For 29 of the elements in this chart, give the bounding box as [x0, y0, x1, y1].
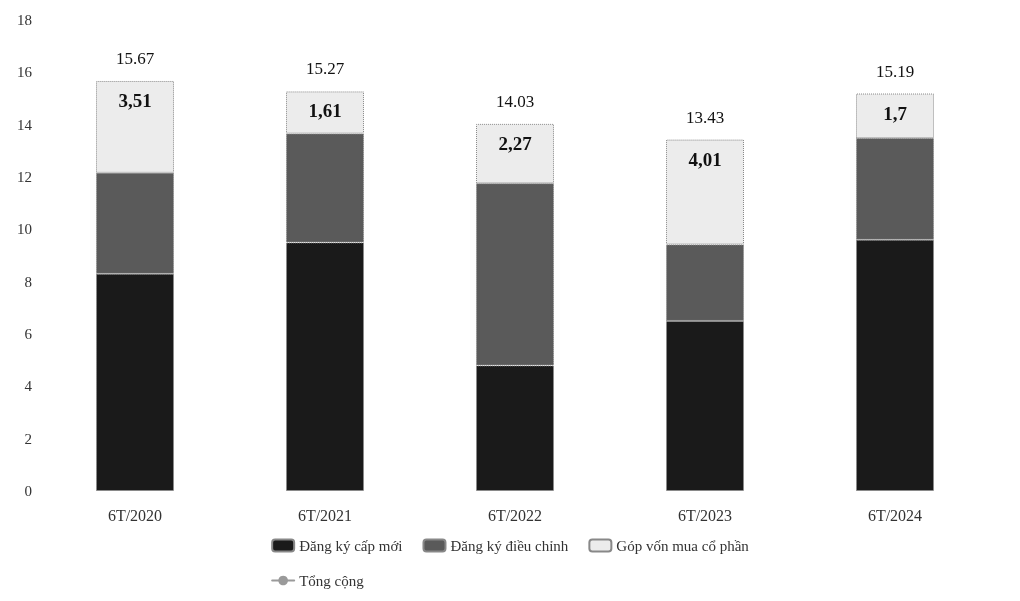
data-label: 2,27: [498, 132, 533, 154]
y-tick-label: 0: [24, 483, 32, 499]
data-label: 3,51: [118, 89, 152, 111]
y-tick-label: 4: [24, 378, 33, 395]
data-label: 1,61: [308, 100, 342, 122]
x-tick-label: 6T/2023: [677, 506, 733, 524]
y-tick-label: 18: [17, 12, 32, 28]
total-label: 15.27: [305, 59, 345, 79]
y-tick-label: 10: [17, 221, 32, 238]
x-tick-label: 6T/2021: [297, 506, 353, 524]
y-tick-label: 2: [24, 430, 32, 447]
y-tick-label: 6: [24, 326, 33, 342]
legend-label: Đăng ký cấp mới: [299, 537, 403, 554]
legend-label: Góp vốn mua cổ phần: [616, 537, 750, 554]
y-tick-label: 12: [17, 169, 32, 185]
x-tick-label: 6T/2022: [487, 506, 543, 524]
data-label: 4,01: [688, 148, 722, 170]
y-tick-label: 8: [24, 273, 32, 290]
y-tick-label: 16: [17, 64, 33, 81]
total-label: 14.03: [495, 91, 535, 111]
x-tick-label: 6T/2024: [867, 506, 923, 524]
total-label: 15.19: [875, 61, 915, 81]
y-tick-label: 14: [17, 116, 33, 133]
legend-label: Tổng cộng: [299, 572, 365, 589]
total-label: 13.43: [685, 107, 725, 127]
legend-label: Đăng ký điều chỉnh: [450, 537, 569, 554]
x-tick-label: 6T/2020: [107, 506, 163, 524]
data-label: 1,7: [883, 102, 908, 124]
total-label: 15.67: [115, 48, 155, 68]
